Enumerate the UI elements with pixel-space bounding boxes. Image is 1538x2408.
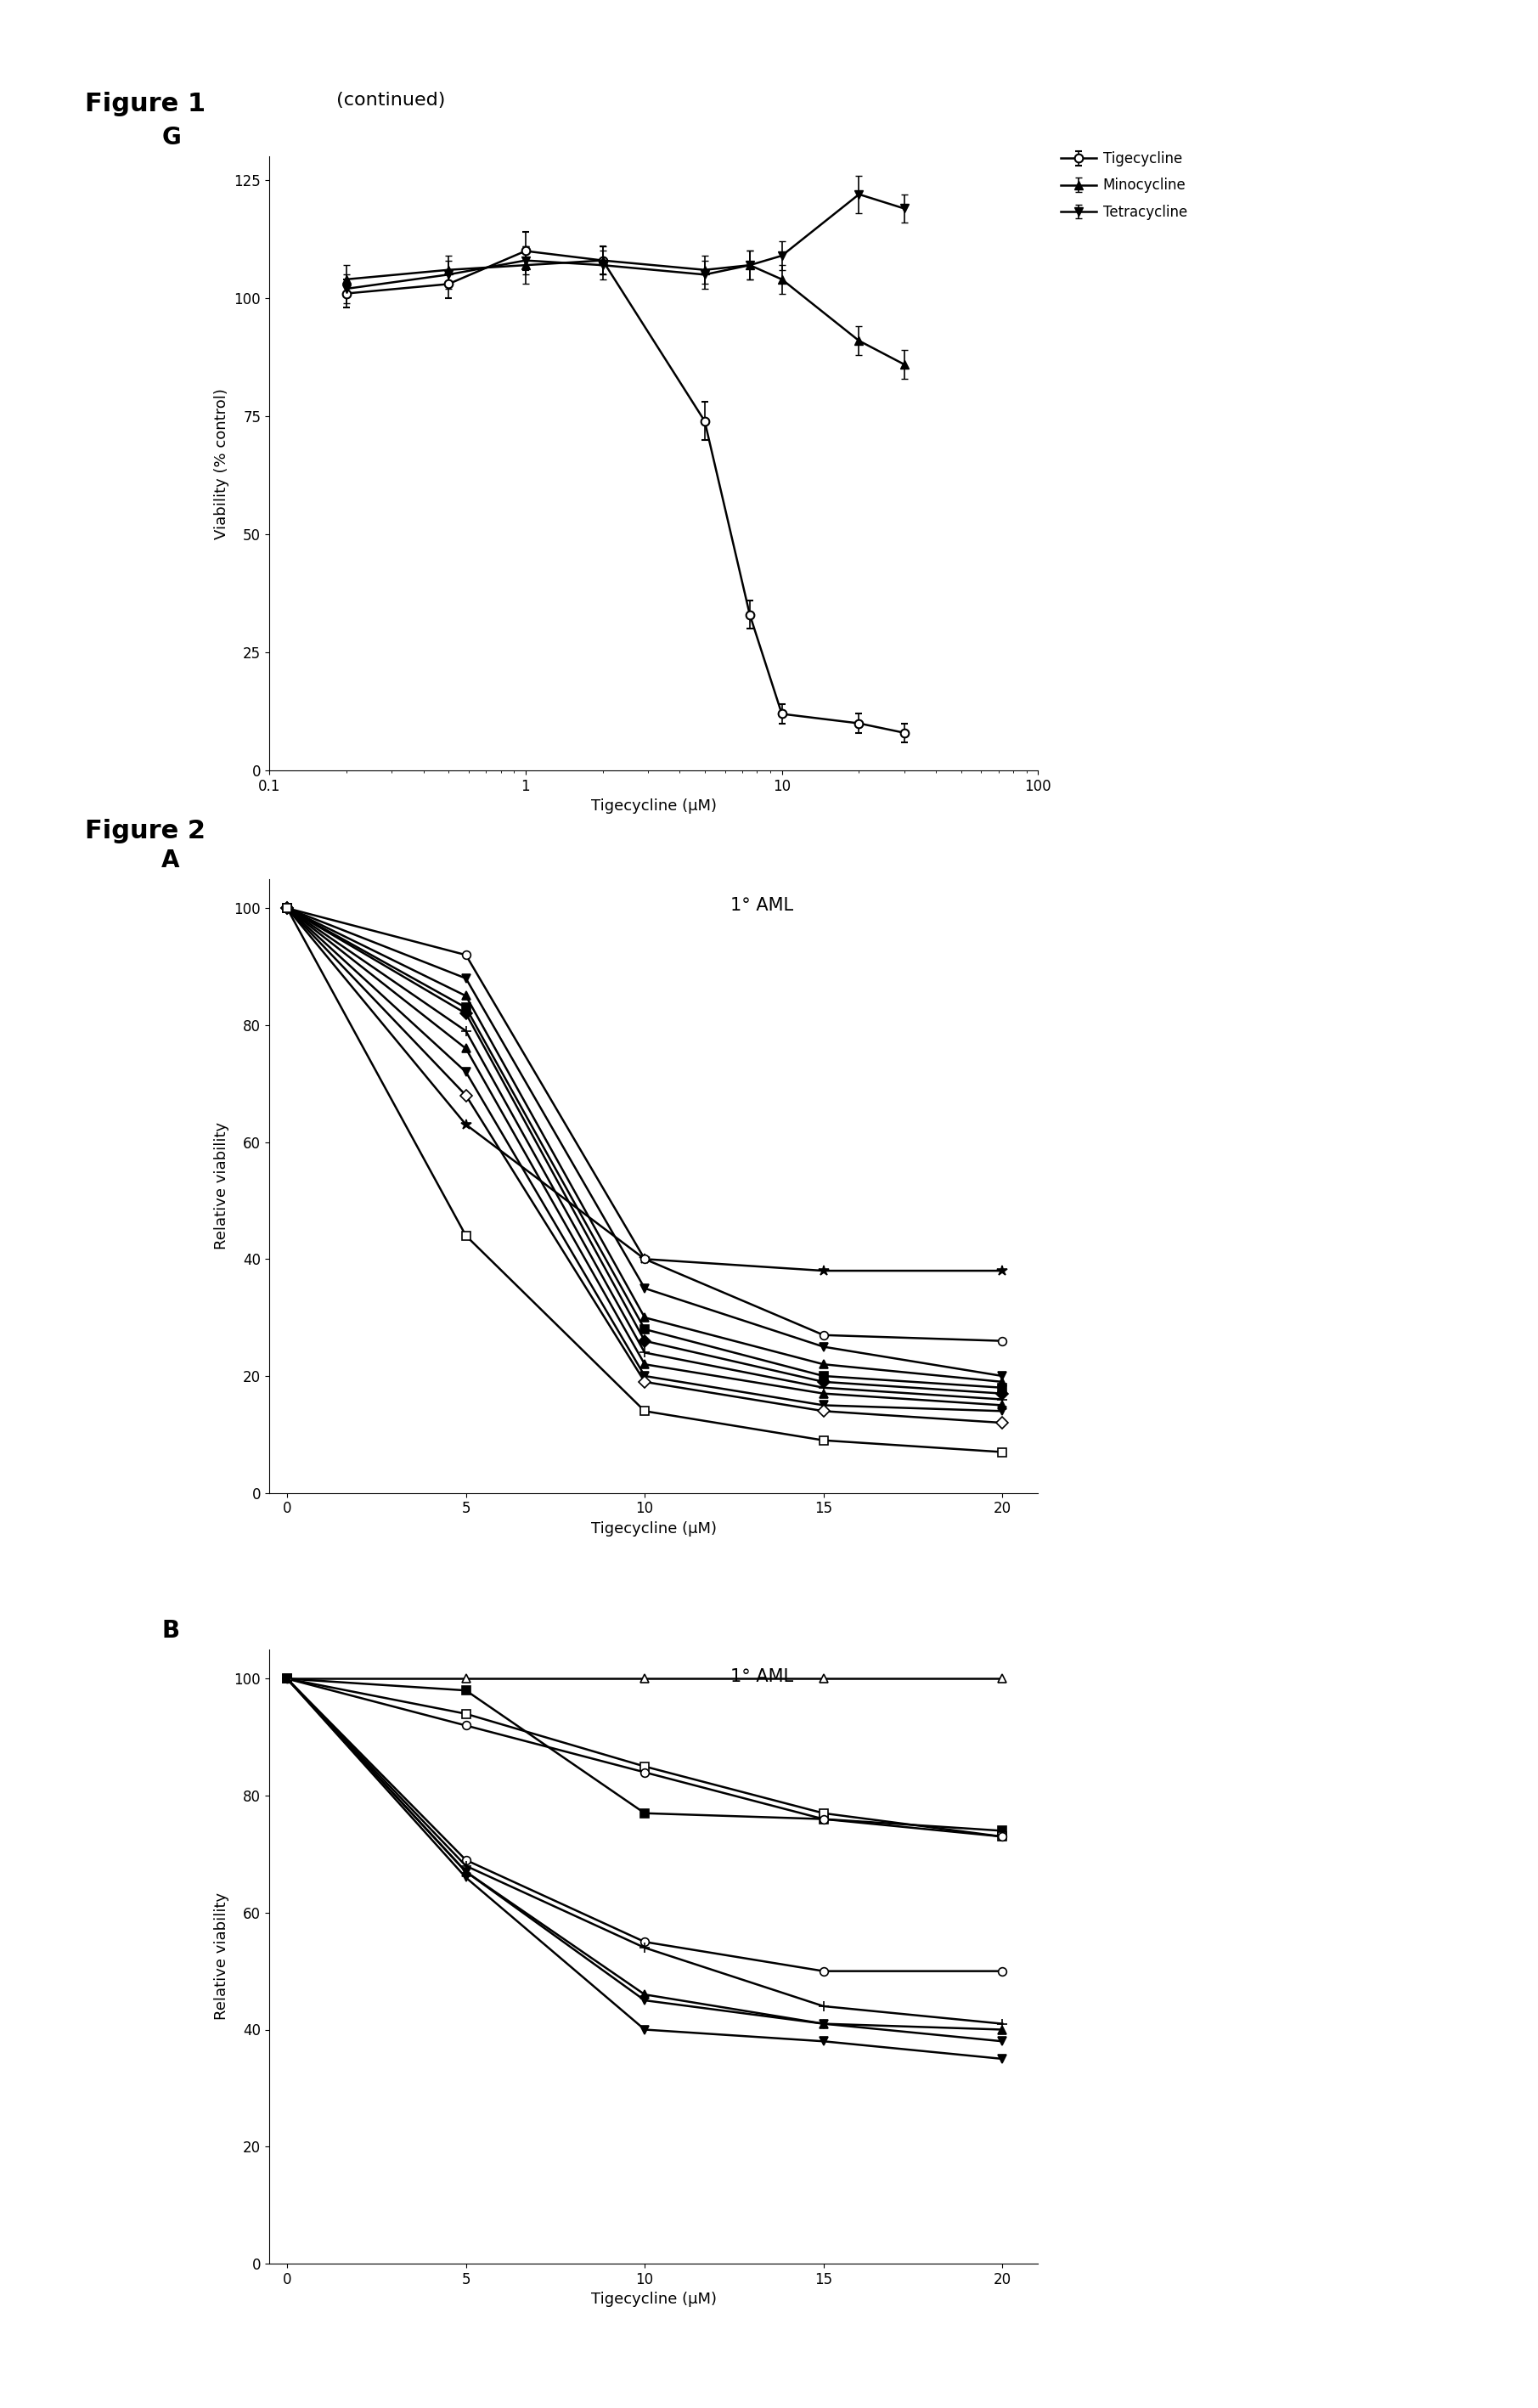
Text: 1° AML: 1° AML: [731, 1669, 794, 1686]
Text: B: B: [161, 1618, 180, 1642]
X-axis label: Tigecycline (μM): Tigecycline (μM): [591, 1522, 717, 1536]
Y-axis label: Relative viability: Relative viability: [214, 1893, 229, 2020]
Text: Figure 1: Figure 1: [85, 92, 205, 116]
Text: A: A: [161, 848, 180, 872]
Legend: Tigecycline, Minocycline, Tetracycline: Tigecycline, Minocycline, Tetracycline: [1061, 152, 1187, 219]
Y-axis label: Viability (% control): Viability (% control): [214, 388, 229, 539]
Text: Figure 2: Figure 2: [85, 819, 205, 843]
Text: 1° AML: 1° AML: [731, 898, 794, 915]
Text: G: G: [161, 125, 181, 149]
Text: (continued): (continued): [331, 92, 446, 108]
X-axis label: Tigecycline (μM): Tigecycline (μM): [591, 2292, 717, 2307]
Y-axis label: Relative viability: Relative viability: [214, 1122, 229, 1250]
X-axis label: Tigecycline (μM): Tigecycline (μM): [591, 799, 717, 814]
